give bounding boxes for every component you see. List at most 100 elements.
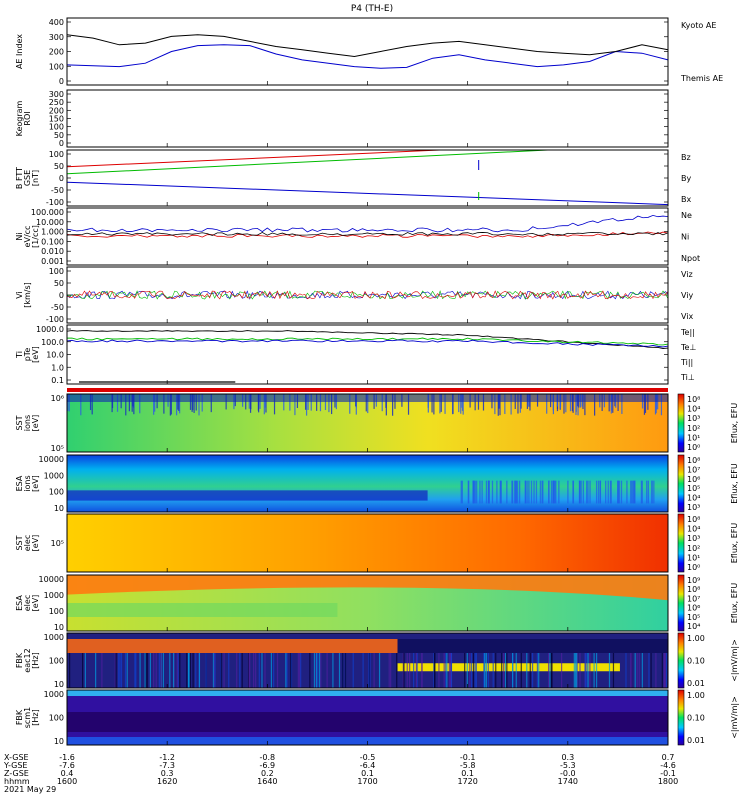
panel-frame: [66, 17, 669, 86]
legend-label: Te||: [680, 328, 695, 337]
spectro-stripe: [297, 653, 299, 688]
spectro-stripe: [518, 480, 521, 504]
spectro-stripe: [510, 394, 512, 415]
spectro-stripe: [612, 653, 615, 688]
time-zgse-value: 0.4: [61, 769, 74, 778]
spectro-stripe: [506, 480, 508, 504]
y-axis-label: ions: [23, 415, 32, 431]
time-hhmm-value: 1640: [257, 777, 277, 786]
y-tick-label: -50: [51, 186, 64, 195]
spectro-stripe: [515, 480, 517, 504]
spectro-stripe: [146, 653, 148, 688]
spectro-stripe: [610, 394, 613, 411]
spectro-stripe: [326, 653, 328, 688]
y-tick-label: 0: [59, 139, 64, 148]
spectro-stripe: [205, 653, 207, 688]
colorbar-tick-label: 10⁸: [687, 585, 700, 594]
colorbar: [677, 513, 685, 573]
time-xgse-value: -0.8: [260, 753, 276, 762]
spectro-stripe: [601, 394, 603, 411]
legend-label: Ti||: [680, 358, 693, 367]
spectro-stripe: [587, 480, 589, 504]
y-tick-label: -100: [46, 198, 64, 207]
spectro-stripe: [315, 653, 318, 688]
spectro-stripe: [67, 394, 69, 411]
spectro-stripe: [579, 653, 581, 688]
time-ygse-value: -7.6: [59, 761, 75, 770]
spectro-band: [397, 639, 668, 653]
colorbar: [677, 632, 685, 689]
spectro-stripe: [331, 394, 333, 415]
colorbar-tick-label: 10⁴: [687, 525, 700, 534]
spectro-stripe: [516, 480, 519, 504]
spectro-stripe: [504, 653, 507, 688]
spectro-stripe: [461, 394, 464, 411]
spectro-stripe: [640, 480, 643, 504]
spectro-stripe: [124, 653, 127, 688]
spectro-stripe: [549, 653, 551, 688]
spectro-stripe: [558, 480, 560, 504]
colorbar-tick-label: 10¹: [687, 553, 700, 562]
colorbar-tick-label: 10⁵: [687, 613, 700, 622]
y-tick-label: 10000: [39, 575, 64, 584]
spectro-stripe: [316, 394, 318, 411]
series-line-kyoto-ae: [66, 44, 669, 69]
y-tick-label: -50: [51, 303, 64, 312]
spectro-stripe: [547, 653, 550, 688]
y-axis-label: SST: [15, 415, 24, 430]
y-tick-label: -100: [46, 315, 64, 324]
spectro-stripe: [599, 480, 602, 504]
spectro-band: [67, 394, 668, 402]
time-zgse-value: 0.1: [461, 769, 474, 778]
spectro-band: [67, 490, 428, 501]
spectro-stripe: [149, 653, 151, 688]
spectro-stripe: [595, 480, 598, 504]
spectro-stripe: [187, 653, 190, 688]
spectro-stripe: [390, 653, 392, 688]
y-tick-label: 10.000: [36, 218, 64, 227]
series-line-v: [66, 290, 669, 300]
y-tick-label: 100.000: [31, 208, 64, 217]
colorbar-label: <|mV/m|>: [730, 639, 739, 682]
spectro-stripe: [257, 394, 259, 411]
colorbar-label: Eflux, EFU: [730, 523, 739, 564]
spectro-stripe: [69, 653, 71, 688]
spectro-stripe: [654, 394, 657, 415]
spectro-stripe: [407, 394, 410, 415]
spectro-stripe: [318, 653, 321, 688]
colorbar-tick-label: 0.01: [687, 679, 705, 688]
spectro-stripe: [501, 653, 503, 688]
y-tick-label: 1000.0: [36, 325, 64, 334]
time-row-label: X-GSE: [4, 753, 29, 762]
spectro-stripe: [481, 480, 483, 504]
spectro-stripe: [633, 480, 635, 504]
spectro-stripe: [406, 653, 408, 688]
spectro-stripe: [249, 394, 252, 413]
y-axis-label: [km/s]: [23, 282, 32, 308]
spectro-stripe: [368, 653, 370, 688]
spectro-stripe: [133, 394, 135, 415]
spectro-band: [67, 639, 398, 653]
spectro-stripe: [145, 653, 147, 688]
spectro-stripe: [163, 394, 165, 414]
spectro-stripe: [579, 480, 581, 504]
series-line-ti-perp: [66, 339, 669, 348]
colorbar-label: Eflux, EFU: [730, 403, 739, 444]
y-axis-label: [Hz]: [31, 652, 40, 668]
spectro-stripe: [664, 653, 667, 688]
y-axis-label: ions: [23, 475, 32, 491]
spectro-stripe: [563, 394, 565, 414]
spectro-stripe: [431, 394, 433, 413]
colorbar-tick-label: 1.00: [687, 634, 705, 643]
spectro-stripe: [618, 480, 621, 504]
y-tick-label: 1000: [44, 633, 64, 642]
spectro-stripe: [551, 653, 553, 688]
y-axis-label: [eV]: [31, 475, 40, 492]
spectro-stripe: [236, 653, 238, 688]
spectro-stripe: [617, 480, 619, 504]
spectro-stripe: [483, 653, 485, 688]
colorbar-tick-label: 10³: [687, 503, 700, 512]
spectro-stripe: [367, 394, 369, 414]
series-line-by: [66, 149, 548, 175]
